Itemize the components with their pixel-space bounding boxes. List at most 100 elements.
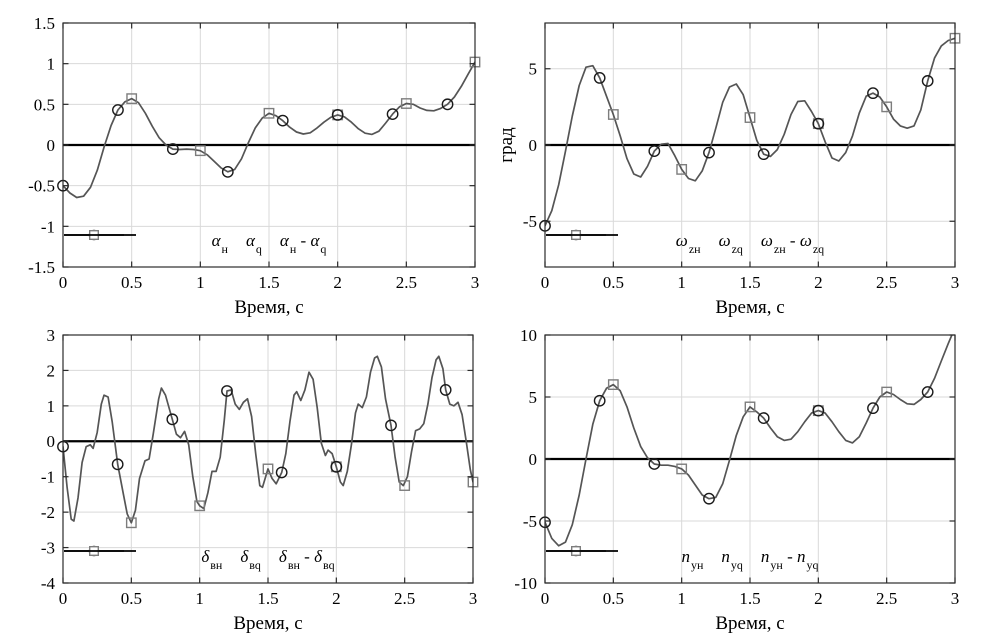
legend-entry: nyq — [546, 544, 743, 572]
svg-text:3: 3 — [469, 589, 478, 608]
legend-entry: ωzн - ωzq — [546, 228, 825, 256]
x-axis-label: Время, с — [715, 613, 784, 634]
svg-text:1.5: 1.5 — [739, 589, 760, 608]
svg-text:3: 3 — [951, 273, 960, 292]
svg-text:0.5: 0.5 — [603, 273, 624, 292]
svg-text:2: 2 — [333, 273, 342, 292]
svg-text:0: 0 — [529, 136, 538, 155]
legend-label: nyq — [721, 546, 743, 572]
x-axis-label: Время, с — [234, 297, 303, 318]
legend: δвн δвq δвн - δвq — [63, 543, 473, 571]
svg-text:0: 0 — [541, 273, 550, 292]
y-tick-labels: -4 -3 -2 -1 0 1 2 3 — [41, 326, 56, 593]
legend-entry: αq — [64, 228, 262, 256]
svg-text:0: 0 — [59, 273, 68, 292]
svg-text:0: 0 — [59, 589, 68, 608]
plot-svg: 0 0.5 1 1.5 2 2.5 3 -1.5 -1 -0.5 0 0.5 1 1.5 Время, с — [28, 14, 481, 318]
data-curve — [545, 37, 955, 227]
subplot-omega-z: 0 0.5 1 1.5 2 2.5 3 -5 0 5 Время, с град ωzн ωzq ωzн -… — [500, 0, 1002, 320]
legend-entry: ωzq — [546, 228, 743, 255]
svg-text:1.5: 1.5 — [34, 14, 55, 33]
square-markers — [125, 461, 479, 529]
svg-text:2: 2 — [332, 589, 341, 608]
subplot-alpha: 0 0.5 1 1.5 2 2.5 3 -1.5 -1 -0.5 0 0.5 1 1.5 Время, с α… — [0, 0, 500, 320]
legend-label: nyн — [681, 546, 704, 572]
legend-entry: αн — [64, 228, 228, 256]
tick-marks — [544, 23, 956, 267]
legend-label: δвн — [201, 546, 223, 572]
svg-text:0.5: 0.5 — [121, 589, 142, 608]
svg-text:0: 0 — [47, 136, 56, 155]
svg-text:0: 0 — [47, 432, 56, 451]
legend-entry: δвн - δвq — [64, 544, 335, 572]
legend-label: ωzн - ωzq — [760, 230, 825, 256]
legend: ωzн ωzq ωzн - ωzq — [545, 227, 955, 255]
square-markers — [607, 32, 961, 175]
legend-entry: ωzн — [546, 228, 701, 255]
data-curve — [63, 355, 473, 524]
subplot-n-y: 0 0.5 1 1.5 2 2.5 3 -10 -5 0 5 10 Время, с nyн nyq nyн … — [500, 320, 1002, 637]
x-tick-labels: 0 0.5 1 1.5 2 2.5 3 — [541, 589, 960, 608]
legend: αн αq αн - αq — [63, 227, 475, 255]
legend-label: δвн - δвq — [278, 546, 335, 572]
legend-entry: αн - αq — [64, 228, 326, 255]
plot-svg: 0 0.5 1 1.5 2 2.5 3 -5 0 5 Время, с град — [500, 22, 961, 318]
tick-marks — [62, 22, 476, 268]
legend-label: αq — [245, 230, 262, 256]
subplot-delta-v: 0 0.5 1 1.5 2 2.5 3 -4 -3 -2 -1 0 1 2 3 Время, с δвн δвq δ… — [0, 320, 500, 637]
svg-text:2.5: 2.5 — [396, 273, 417, 292]
svg-text:1.5: 1.5 — [257, 589, 278, 608]
legend-label: αн — [211, 230, 228, 256]
tick-marks — [62, 334, 474, 584]
svg-text:1.5: 1.5 — [739, 273, 760, 292]
svg-text:1: 1 — [196, 273, 205, 292]
plot-svg: 0 0.5 1 1.5 2 2.5 3 -4 -3 -2 -1 0 1 2 3 Время, с — [41, 326, 479, 634]
legend-label: nyн - nyq — [760, 546, 819, 572]
legend: nyн nyq nyн - nyq — [545, 543, 955, 571]
x-tick-labels: 0 0.5 1 1.5 2 2.5 3 — [59, 273, 480, 292]
y-tick-labels: -10 -5 0 5 10 — [514, 326, 537, 593]
svg-text:-3: -3 — [41, 539, 55, 558]
tick-marks — [544, 334, 956, 584]
legend-entry: δвн — [64, 544, 223, 572]
svg-text:-4: -4 — [41, 574, 56, 593]
svg-text:1: 1 — [195, 589, 204, 608]
svg-text:1.5: 1.5 — [258, 273, 279, 292]
svg-text:-1.5: -1.5 — [28, 258, 55, 277]
svg-text:-0.5: -0.5 — [28, 177, 55, 196]
y-tick-labels: -5 0 5 — [523, 60, 537, 232]
svg-text:1: 1 — [47, 55, 56, 74]
x-axis-label: Время, с — [233, 613, 302, 634]
svg-text:5: 5 — [529, 60, 538, 79]
legend-entry: nyн - nyq — [546, 544, 819, 572]
legend-line-sample — [64, 550, 136, 552]
svg-text:-1: -1 — [41, 217, 55, 236]
y-tick-labels: -1.5 -1 -0.5 0 0.5 1 1.5 — [28, 14, 55, 277]
svg-text:-5: -5 — [523, 212, 537, 231]
square-markers — [126, 56, 481, 157]
legend-line-sample — [64, 234, 136, 236]
svg-text:0: 0 — [529, 450, 538, 469]
svg-text:-1: -1 — [41, 468, 55, 487]
svg-text:2.5: 2.5 — [876, 273, 897, 292]
svg-text:-5: -5 — [523, 512, 537, 531]
svg-text:0: 0 — [541, 589, 550, 608]
svg-text:-2: -2 — [41, 503, 55, 522]
plot-svg: 0 0.5 1 1.5 2 2.5 3 -10 -5 0 5 10 Время, с — [514, 326, 960, 634]
legend-label: δвq — [240, 546, 261, 572]
circle-markers — [539, 72, 934, 232]
svg-text:1: 1 — [47, 397, 56, 416]
svg-text:5: 5 — [529, 388, 538, 407]
legend-line-sample — [546, 234, 618, 236]
y-axis-label: град — [500, 127, 517, 163]
svg-text:2: 2 — [814, 273, 823, 292]
legend-entry: nyн — [546, 544, 704, 572]
svg-text:2.5: 2.5 — [876, 589, 897, 608]
x-axis-label: Время, с — [715, 297, 784, 318]
svg-text:0.5: 0.5 — [121, 273, 142, 292]
svg-text:-10: -10 — [514, 574, 537, 593]
svg-text:3: 3 — [471, 273, 480, 292]
svg-text:2.5: 2.5 — [394, 589, 415, 608]
svg-text:0.5: 0.5 — [603, 589, 624, 608]
svg-text:3: 3 — [47, 326, 56, 345]
